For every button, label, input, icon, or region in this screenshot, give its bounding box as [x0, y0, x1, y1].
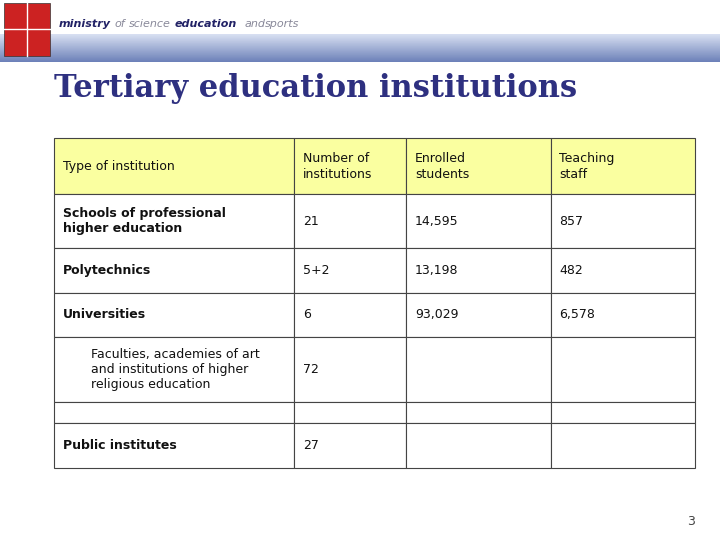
Text: ministry: ministry: [59, 18, 111, 29]
Bar: [406, 402, 551, 423]
Text: Schools of professional
higher education: Schools of professional higher education: [63, 207, 225, 235]
Text: Teaching
staff: Teaching staff: [559, 152, 615, 180]
Bar: [54, 248, 294, 293]
Text: 93,029: 93,029: [415, 308, 459, 321]
Text: education: education: [175, 18, 237, 29]
Text: sports: sports: [265, 18, 300, 29]
Text: science: science: [129, 18, 171, 29]
Bar: [54, 194, 294, 248]
Text: and: and: [245, 18, 266, 29]
Text: Faculties, academies of art
and institutions of higher
religious education: Faculties, academies of art and institut…: [91, 348, 260, 391]
Bar: [54, 402, 294, 423]
Bar: [294, 293, 406, 337]
Bar: [4, 3, 50, 56]
Text: 3: 3: [687, 515, 695, 528]
Bar: [294, 138, 406, 194]
Text: Type of institution: Type of institution: [63, 159, 174, 173]
Text: 482: 482: [559, 264, 583, 277]
Text: Public institutes: Public institutes: [63, 439, 176, 452]
Bar: [0, 0, 720, 34]
Bar: [54, 138, 294, 194]
Bar: [294, 402, 406, 423]
Bar: [294, 194, 406, 248]
Bar: [551, 248, 695, 293]
Bar: [551, 138, 695, 194]
Text: of: of: [114, 18, 125, 29]
Bar: [551, 337, 695, 402]
Text: 5+2: 5+2: [303, 264, 330, 277]
Bar: [406, 337, 551, 402]
Bar: [54, 337, 294, 402]
Bar: [406, 138, 551, 194]
Text: Number of
institutions: Number of institutions: [303, 152, 372, 180]
Text: Universities: Universities: [63, 308, 145, 321]
Bar: [294, 248, 406, 293]
Text: 27: 27: [303, 439, 319, 452]
Text: 6,578: 6,578: [559, 308, 595, 321]
Bar: [551, 423, 695, 468]
Bar: [406, 293, 551, 337]
Text: 13,198: 13,198: [415, 264, 459, 277]
Text: Polytechnics: Polytechnics: [63, 264, 151, 277]
Bar: [54, 423, 294, 468]
Text: Enrolled
students: Enrolled students: [415, 152, 469, 180]
Bar: [294, 337, 406, 402]
Text: 6: 6: [303, 308, 311, 321]
Bar: [551, 194, 695, 248]
Bar: [54, 293, 294, 337]
Bar: [406, 248, 551, 293]
Bar: [294, 423, 406, 468]
Bar: [406, 423, 551, 468]
Text: 14,595: 14,595: [415, 215, 459, 228]
Bar: [406, 194, 551, 248]
Text: 857: 857: [559, 215, 583, 228]
Bar: [551, 293, 695, 337]
Text: 72: 72: [303, 363, 319, 376]
Text: 21: 21: [303, 215, 319, 228]
Bar: [551, 402, 695, 423]
Text: Tertiary education institutions: Tertiary education institutions: [54, 73, 577, 104]
